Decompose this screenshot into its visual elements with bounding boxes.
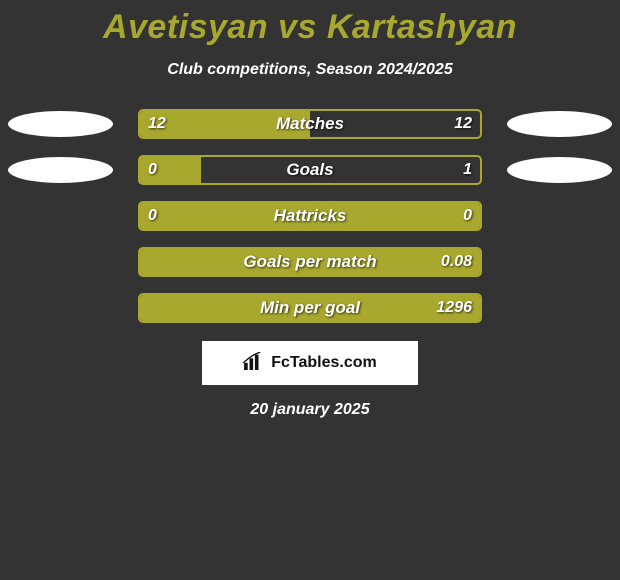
player-left-marker — [8, 157, 113, 183]
stat-value-right: 12 — [454, 115, 472, 133]
player-right-marker — [507, 111, 612, 137]
stat-row: 12 Matches 12 — [0, 109, 620, 139]
comparison-infographic: Avetisyan vs Kartashyan Club competition… — [0, 0, 620, 419]
source-badge: FcTables.com — [202, 341, 418, 385]
stat-value-right: 0 — [463, 207, 472, 225]
page-title: Avetisyan vs Kartashyan — [103, 8, 517, 47]
stat-label: Min per goal — [260, 298, 360, 318]
stat-label: Matches — [276, 114, 344, 134]
stat-value-left: 12 — [148, 115, 166, 133]
stat-row: 0 Hattricks 0 — [0, 201, 620, 231]
badge-text: FcTables.com — [271, 354, 377, 372]
stat-label: Goals — [286, 160, 333, 180]
subtitle: Club competitions, Season 2024/2025 — [167, 61, 452, 79]
bar-chart-icon — [243, 352, 265, 375]
stat-label: Goals per match — [243, 252, 376, 272]
stat-value-right: 0.08 — [441, 253, 472, 271]
stat-value-left: 0 — [148, 207, 157, 225]
stat-row: 0 Goals 1 — [0, 155, 620, 185]
stat-row: Goals per match 0.08 — [0, 247, 620, 277]
date-label: 20 january 2025 — [250, 401, 369, 419]
stat-value-left: 0 — [148, 161, 157, 179]
player-left-marker — [8, 111, 113, 137]
stats-area: 12 Matches 12 0 Goals 1 0 Hattricks 0 Goals per m… — [0, 109, 620, 323]
player-right-marker — [507, 157, 612, 183]
stat-value-right: 1296 — [436, 299, 472, 317]
stat-row: Min per goal 1296 — [0, 293, 620, 323]
stat-value-right: 1 — [463, 161, 472, 179]
stat-label: Hattricks — [274, 206, 347, 226]
